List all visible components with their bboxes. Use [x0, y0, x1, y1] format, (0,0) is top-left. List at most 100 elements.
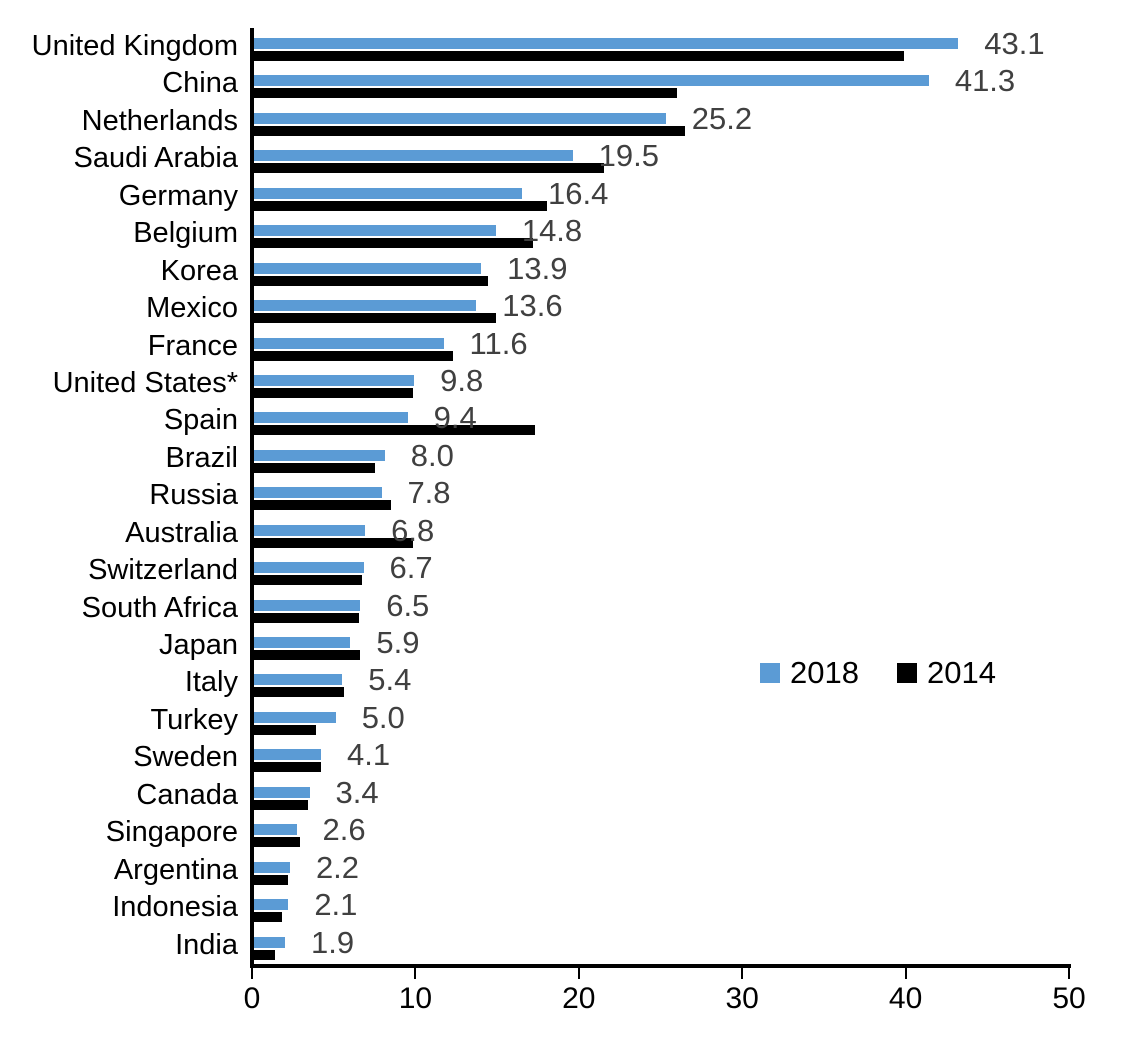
category-label: Singapore	[105, 816, 238, 849]
bar-2018	[254, 786, 310, 798]
data-label: 7.8	[407, 475, 451, 511]
legend-swatch-2014	[896, 663, 917, 683]
category-label: Australia	[125, 516, 238, 549]
category-label: South Africa	[81, 591, 238, 624]
bar-2014	[254, 200, 547, 211]
x-tick	[741, 968, 744, 979]
bar-2014	[254, 687, 344, 698]
category-label: Japan	[158, 629, 238, 662]
bar-2018	[254, 112, 666, 124]
data-label: 13.9	[507, 250, 568, 286]
bar-2014	[254, 350, 454, 361]
x-axis-line	[250, 964, 1071, 968]
bar-2014	[254, 51, 905, 61]
category-label: Canada	[136, 778, 238, 811]
bar-2018	[254, 861, 290, 873]
bar-2014	[254, 799, 308, 810]
bar-2014	[254, 500, 392, 511]
category-label: Brazil	[165, 441, 238, 474]
x-tick-label: 0	[243, 982, 261, 1015]
bar-2018	[254, 262, 482, 274]
legend-label-2018: 2018	[790, 655, 859, 690]
bar-2014	[254, 163, 604, 174]
bar-2018	[254, 711, 336, 723]
bar-2014	[254, 612, 359, 623]
data-label: 6.7	[389, 550, 433, 586]
bar-2018	[254, 150, 573, 162]
data-label: 16.4	[547, 175, 609, 211]
x-tick-label: 50	[1052, 982, 1086, 1015]
bar-2018	[254, 300, 477, 312]
category-label: Italy	[184, 666, 238, 699]
data-label: 43.1	[984, 26, 1045, 61]
data-label: 8.0	[410, 437, 454, 473]
bar-2018	[254, 187, 522, 199]
data-label: 6.8	[391, 512, 435, 548]
category-label: Korea	[160, 254, 238, 287]
x-tick	[904, 968, 907, 979]
data-label: 4.1	[346, 737, 391, 773]
category-label: Belgium	[133, 217, 238, 250]
category-label: Sweden	[133, 741, 238, 774]
x-tick-label: 10	[398, 982, 433, 1015]
bar-2014	[254, 650, 361, 661]
data-label: 1.9	[311, 924, 355, 960]
category-label: Indonesia	[112, 891, 238, 924]
bar-2014	[254, 425, 535, 436]
bar-2014	[254, 238, 534, 249]
bar-2018	[254, 38, 959, 49]
bar-2014	[254, 575, 362, 586]
x-tick	[1068, 968, 1070, 979]
category-label: Mexico	[146, 292, 238, 325]
bar-2018	[254, 487, 382, 499]
bar-2018	[254, 899, 289, 911]
legend: 2018 2014	[760, 656, 996, 690]
category-label: Russia	[149, 479, 238, 512]
bar-2014	[254, 874, 289, 885]
category-label: Switzerland	[88, 554, 238, 587]
data-label: 13.6	[502, 288, 563, 324]
bar-2018	[254, 225, 496, 237]
bar-2014	[254, 912, 282, 923]
x-tick	[251, 968, 253, 979]
x-tick	[577, 968, 580, 979]
bar-2018	[254, 524, 366, 536]
category-label: Saudi Arabia	[73, 142, 238, 175]
data-label: 9.4	[433, 400, 477, 436]
x-tick-label: 40	[888, 982, 923, 1015]
x-tick	[414, 968, 417, 979]
x-tick-label: 20	[562, 982, 596, 1015]
bar-2014	[254, 949, 276, 960]
bar-2014	[254, 313, 496, 324]
bar-2014	[254, 125, 686, 136]
data-label: 5.9	[376, 625, 420, 661]
data-label: 3.4	[335, 774, 379, 810]
data-label: 2.6	[322, 812, 366, 848]
category-label: China	[162, 67, 238, 100]
category-label: India	[175, 928, 238, 961]
x-tick-label: 30	[725, 982, 759, 1015]
bar-2018	[254, 936, 285, 948]
bar-2018	[254, 599, 361, 611]
bar-2014	[254, 462, 375, 473]
data-label: 5.4	[368, 662, 412, 698]
data-label: 19.5	[598, 138, 659, 174]
category-label: Argentina	[113, 853, 238, 886]
data-label: 2.2	[315, 849, 360, 885]
bar-2014	[254, 275, 488, 286]
bar-2018	[254, 562, 364, 574]
data-label: 11.6	[469, 325, 528, 361]
bar-2014	[254, 537, 413, 548]
bar-2018	[254, 412, 408, 424]
bar-2018	[254, 749, 321, 761]
bar-2014	[254, 724, 317, 735]
data-label: 41.3	[954, 63, 1016, 99]
category-label: United Kingdom	[31, 30, 238, 62]
bar-2014	[254, 387, 413, 398]
bar-2018	[254, 824, 297, 836]
category-label: Turkey	[150, 703, 238, 736]
category-label: United States*	[52, 366, 238, 399]
bar-2014	[254, 88, 678, 99]
y-axis-line	[250, 28, 254, 968]
